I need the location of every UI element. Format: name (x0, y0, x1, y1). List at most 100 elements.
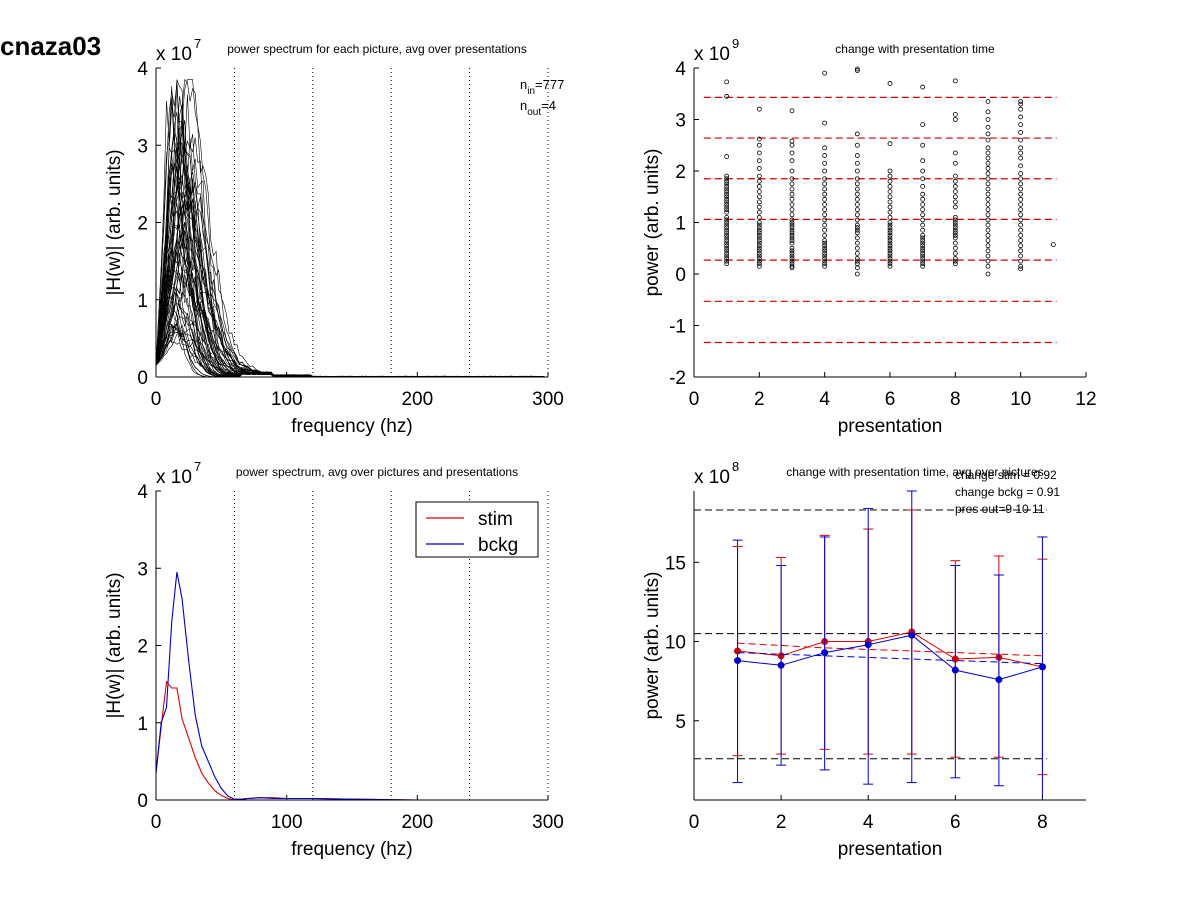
scatter-point (854, 256, 860, 261)
scatter-point (920, 202, 926, 207)
scatter-point (920, 253, 926, 259)
scatter-point (854, 207, 860, 213)
y-tick-label: 3 (675, 111, 686, 132)
scatter-point (854, 230, 860, 236)
scatter-point (756, 194, 762, 200)
scatter-point (822, 160, 828, 166)
scatter-point (822, 240, 828, 246)
scatter-point (724, 250, 730, 256)
scatter-point (724, 217, 730, 223)
scatter-point (887, 238, 893, 243)
scatter-point (1018, 171, 1024, 176)
scatter-point (789, 142, 795, 148)
scatter-point (789, 108, 795, 114)
scatter-point (789, 220, 795, 225)
scatter-point (887, 209, 893, 215)
scatter-point (1018, 248, 1024, 254)
scatter-point (887, 261, 893, 267)
scatter-point (822, 258, 828, 264)
scatter-point (724, 232, 730, 238)
x-tick-label: 100 (271, 812, 303, 833)
y-exponent-base: x 10 (694, 467, 730, 488)
scatter-point (822, 70, 828, 76)
scatter-point (724, 225, 730, 231)
annotation-text: nin=777 (520, 77, 564, 97)
y-tick-label: 15 (665, 553, 686, 574)
scatter-point (724, 173, 730, 179)
scatter-point (724, 196, 730, 202)
scatter-point (854, 258, 860, 264)
scatter-point (854, 245, 860, 251)
scatter-point (789, 240, 795, 246)
scatter-point (920, 191, 926, 197)
scatter-point (854, 196, 860, 202)
scatter-point (887, 243, 893, 249)
scatter-point (887, 248, 893, 254)
chart-title: change with presentation time, avg over … (786, 465, 1043, 479)
scatter-point (854, 271, 860, 277)
scatter-point (1018, 202, 1024, 207)
scatter-point (724, 248, 730, 254)
scatter-point (854, 186, 860, 192)
spectrum-trace (155, 324, 548, 378)
scatter-point (756, 178, 762, 184)
scatter-point (854, 176, 860, 182)
spectrum-trace (155, 78, 548, 378)
scatter-point (756, 235, 762, 241)
y-tick-label: 0 (137, 791, 148, 812)
scatter-point (854, 66, 860, 72)
x-tick-label: 200 (401, 812, 433, 833)
scatter-point (854, 191, 860, 197)
scatter-point (1018, 263, 1024, 269)
scatter-point (887, 178, 893, 184)
scatter-point (985, 238, 991, 243)
scatter-point (789, 196, 795, 202)
scatter-point (756, 209, 762, 215)
scatter-point (920, 212, 926, 218)
scatter-point (952, 204, 958, 210)
x-tick-label: 4 (819, 389, 830, 410)
scatter-point (1018, 145, 1024, 151)
x-tick-label: 300 (532, 812, 564, 833)
scatter-point (985, 217, 991, 223)
scatter-point (887, 230, 893, 236)
scatter-point (724, 209, 730, 215)
scatter-point (756, 243, 762, 249)
scatter-point (952, 178, 958, 184)
scatter-point (985, 243, 991, 249)
scatter-point (920, 245, 926, 251)
scatter-point (920, 238, 926, 243)
scatter-point (985, 150, 991, 156)
x-axis-label: frequency (hz) (291, 416, 412, 437)
spectrum-trace (155, 148, 548, 378)
scatter-point (985, 160, 991, 166)
scatter-point (724, 245, 730, 251)
scatter-point (985, 155, 991, 161)
scatter-point (789, 227, 795, 233)
scatter-point (920, 258, 926, 264)
scatter-point (952, 240, 958, 246)
spectrum-trace (155, 152, 548, 378)
scatter-point (854, 227, 860, 233)
x-axis-label: presentation (838, 839, 943, 860)
scatter-point (952, 220, 958, 225)
scatter-point (854, 131, 860, 137)
scatter-point (1018, 99, 1024, 104)
scatter-point (985, 196, 991, 202)
x-tick-label: 300 (532, 389, 564, 410)
scatter-point (1050, 242, 1056, 248)
scatter-point (822, 145, 828, 151)
scatter-point (789, 232, 795, 238)
scatter-point (1018, 137, 1024, 143)
scatter-point (724, 222, 730, 228)
scatter-point (887, 240, 893, 246)
scatter-point (789, 248, 795, 254)
scatter-point (985, 271, 991, 277)
scatter-point (887, 189, 893, 195)
scatter-point (887, 258, 893, 264)
scatter-point (789, 258, 795, 264)
scatter-point (920, 207, 926, 213)
scatter-point (756, 173, 762, 179)
y-exponent-base: x 10 (156, 467, 192, 488)
scatter-point (985, 99, 991, 104)
